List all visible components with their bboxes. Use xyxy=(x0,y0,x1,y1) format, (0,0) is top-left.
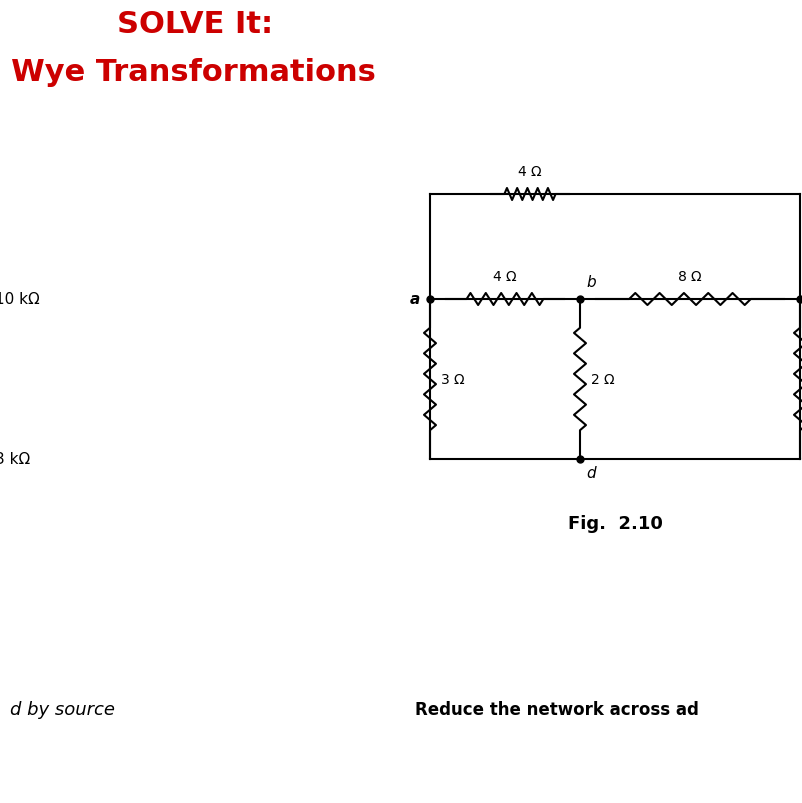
Text: a: a xyxy=(410,292,420,307)
Text: Reduce the network across ad: Reduce the network across ad xyxy=(415,700,699,718)
Text: 4 $\Omega$: 4 $\Omega$ xyxy=(492,270,517,283)
Text: d: d xyxy=(586,466,596,480)
Text: 10 kΩ: 10 kΩ xyxy=(0,292,40,307)
Text: SOLVE It:: SOLVE It: xyxy=(117,10,273,39)
Text: b: b xyxy=(586,275,596,290)
Text: → Wye Transformations: → Wye Transformations xyxy=(0,58,375,87)
Text: Fig.  2.10: Fig. 2.10 xyxy=(568,515,662,532)
Text: 2 $\Omega$: 2 $\Omega$ xyxy=(590,373,615,386)
Text: 8 $\Omega$: 8 $\Omega$ xyxy=(678,270,703,283)
Text: 4 $\Omega$: 4 $\Omega$ xyxy=(517,165,543,179)
Text: d by source: d by source xyxy=(10,700,115,718)
Text: 3 kΩ: 3 kΩ xyxy=(0,452,30,467)
Text: 3 $\Omega$: 3 $\Omega$ xyxy=(440,373,465,386)
